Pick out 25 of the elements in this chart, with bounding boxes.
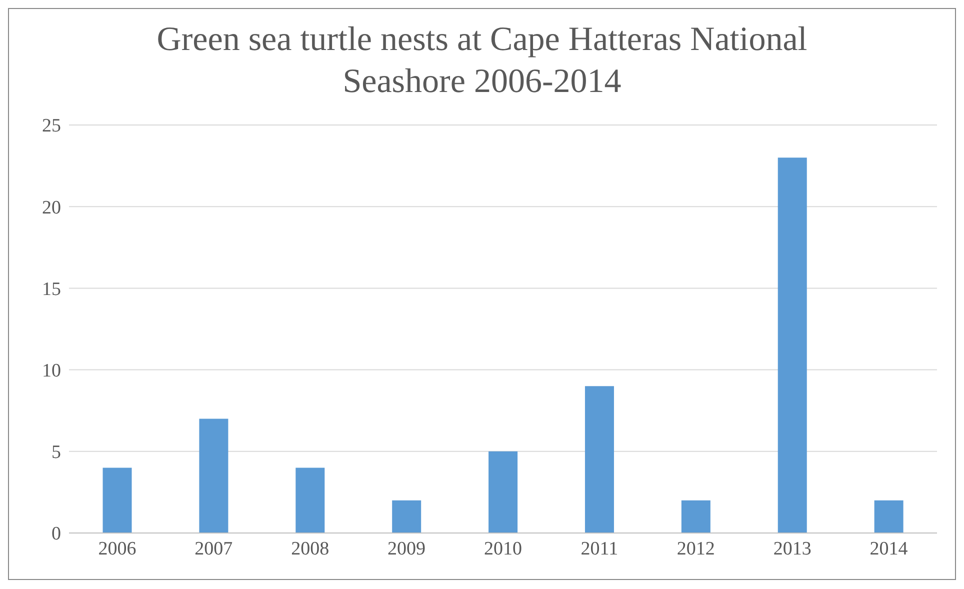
- y-tick-label: 0: [52, 524, 61, 545]
- x-tick-label: 2012: [676, 538, 715, 560]
- bar: [199, 418, 228, 533]
- y-tick-label: 10: [42, 360, 61, 382]
- bar: [488, 451, 518, 533]
- y-tick-label: 25: [42, 116, 61, 137]
- chart-title: Green sea turtle nests at Cape Hatteras National Seashore 2006-2014: [156, 20, 808, 102]
- bar: [296, 468, 325, 533]
- y-tick-label: 15: [42, 278, 61, 300]
- x-tick-label: 2011: [580, 538, 618, 560]
- bar: [392, 500, 422, 533]
- x-tick-label: 2010: [484, 538, 522, 560]
- bar: [874, 500, 904, 533]
- y-tick-label: 5: [52, 442, 61, 464]
- x-tick-label: 2007: [194, 538, 233, 560]
- bar: [584, 386, 614, 533]
- x-tick-label: 2008: [291, 538, 330, 560]
- x-tick-label: 2014: [870, 538, 908, 560]
- bar: [102, 468, 132, 533]
- y-tick-label: 20: [42, 197, 61, 218]
- x-tick-label: 2009: [388, 538, 426, 560]
- bar: [681, 500, 710, 533]
- x-tick-label: 2006: [98, 538, 136, 560]
- bar: [778, 158, 807, 533]
- x-tick-label: 2013: [773, 538, 812, 560]
